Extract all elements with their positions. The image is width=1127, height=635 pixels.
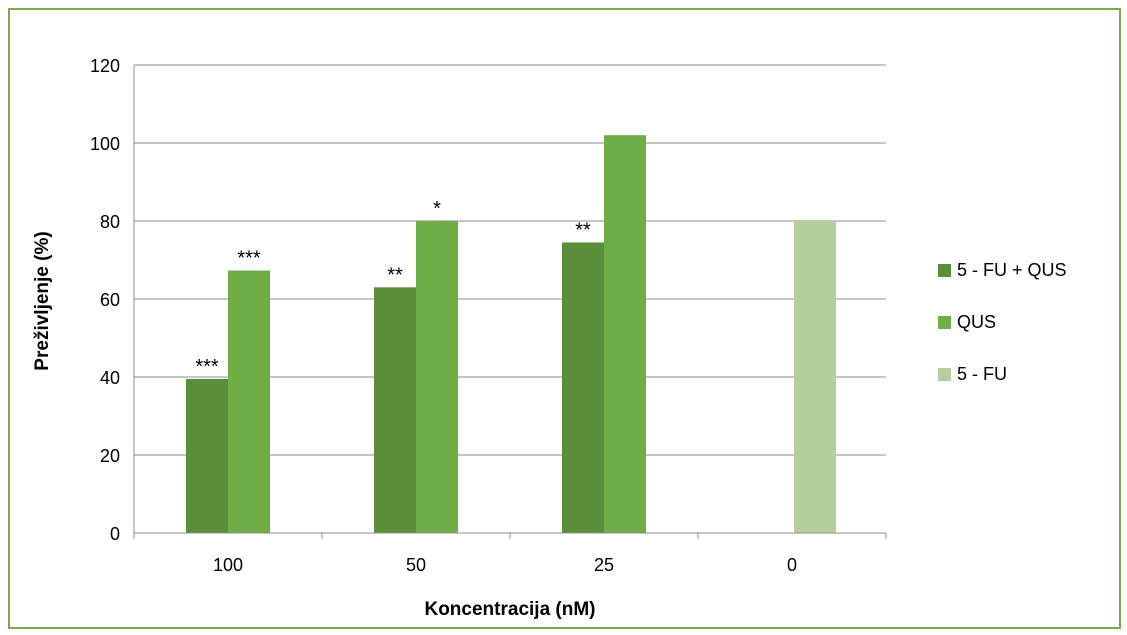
y-tick-label: 60: [100, 290, 120, 310]
y-axis-title: Preživljenje (%): [32, 231, 53, 370]
legend-swatch: [938, 368, 951, 381]
y-axis-ticks: 0 20 40 60 80 100 120: [90, 56, 120, 544]
y-tick-label: 80: [100, 212, 120, 232]
bar-qus-50: [416, 221, 458, 533]
x-axis-title: Koncentracija (nM): [424, 599, 595, 620]
y-tick-label: 120: [90, 56, 120, 76]
y-tick-label: 0: [110, 524, 120, 544]
y-tick-label: 20: [100, 446, 120, 466]
significance-label: ***: [237, 248, 261, 270]
x-axis-ticks: 100 50 25 0: [133, 533, 887, 575]
legend-swatch: [938, 264, 951, 277]
x-tick-label: 100: [213, 555, 243, 575]
bar-5-fu-qus-25: [562, 242, 604, 533]
significance-label: ***: [195, 356, 219, 378]
legend-label: QUS: [957, 312, 996, 332]
bar-qus-25: [604, 135, 646, 533]
legend-label: 5 - FU: [957, 364, 1007, 384]
significance-label: **: [575, 219, 591, 241]
bar-qus-100: [228, 270, 270, 533]
legend: 5 - FU + QUS QUS 5 - FU: [938, 260, 1067, 384]
significance-label: *: [433, 198, 441, 220]
x-tick-label: 50: [406, 555, 426, 575]
legend-label: 5 - FU + QUS: [957, 260, 1067, 280]
bar-5-fu-0: [794, 221, 836, 533]
bars: [186, 135, 836, 533]
x-tick-label: 25: [594, 555, 614, 575]
significance-labels: ***********: [195, 198, 591, 378]
y-tick-label: 100: [90, 134, 120, 154]
x-tick-label: 0: [787, 555, 797, 575]
bar-5-fu-qus-100: [186, 378, 228, 533]
legend-swatch: [938, 316, 951, 329]
significance-label: **: [387, 264, 403, 286]
bar-5-fu-qus-50: [374, 287, 416, 533]
y-tick-label: 40: [100, 368, 120, 388]
